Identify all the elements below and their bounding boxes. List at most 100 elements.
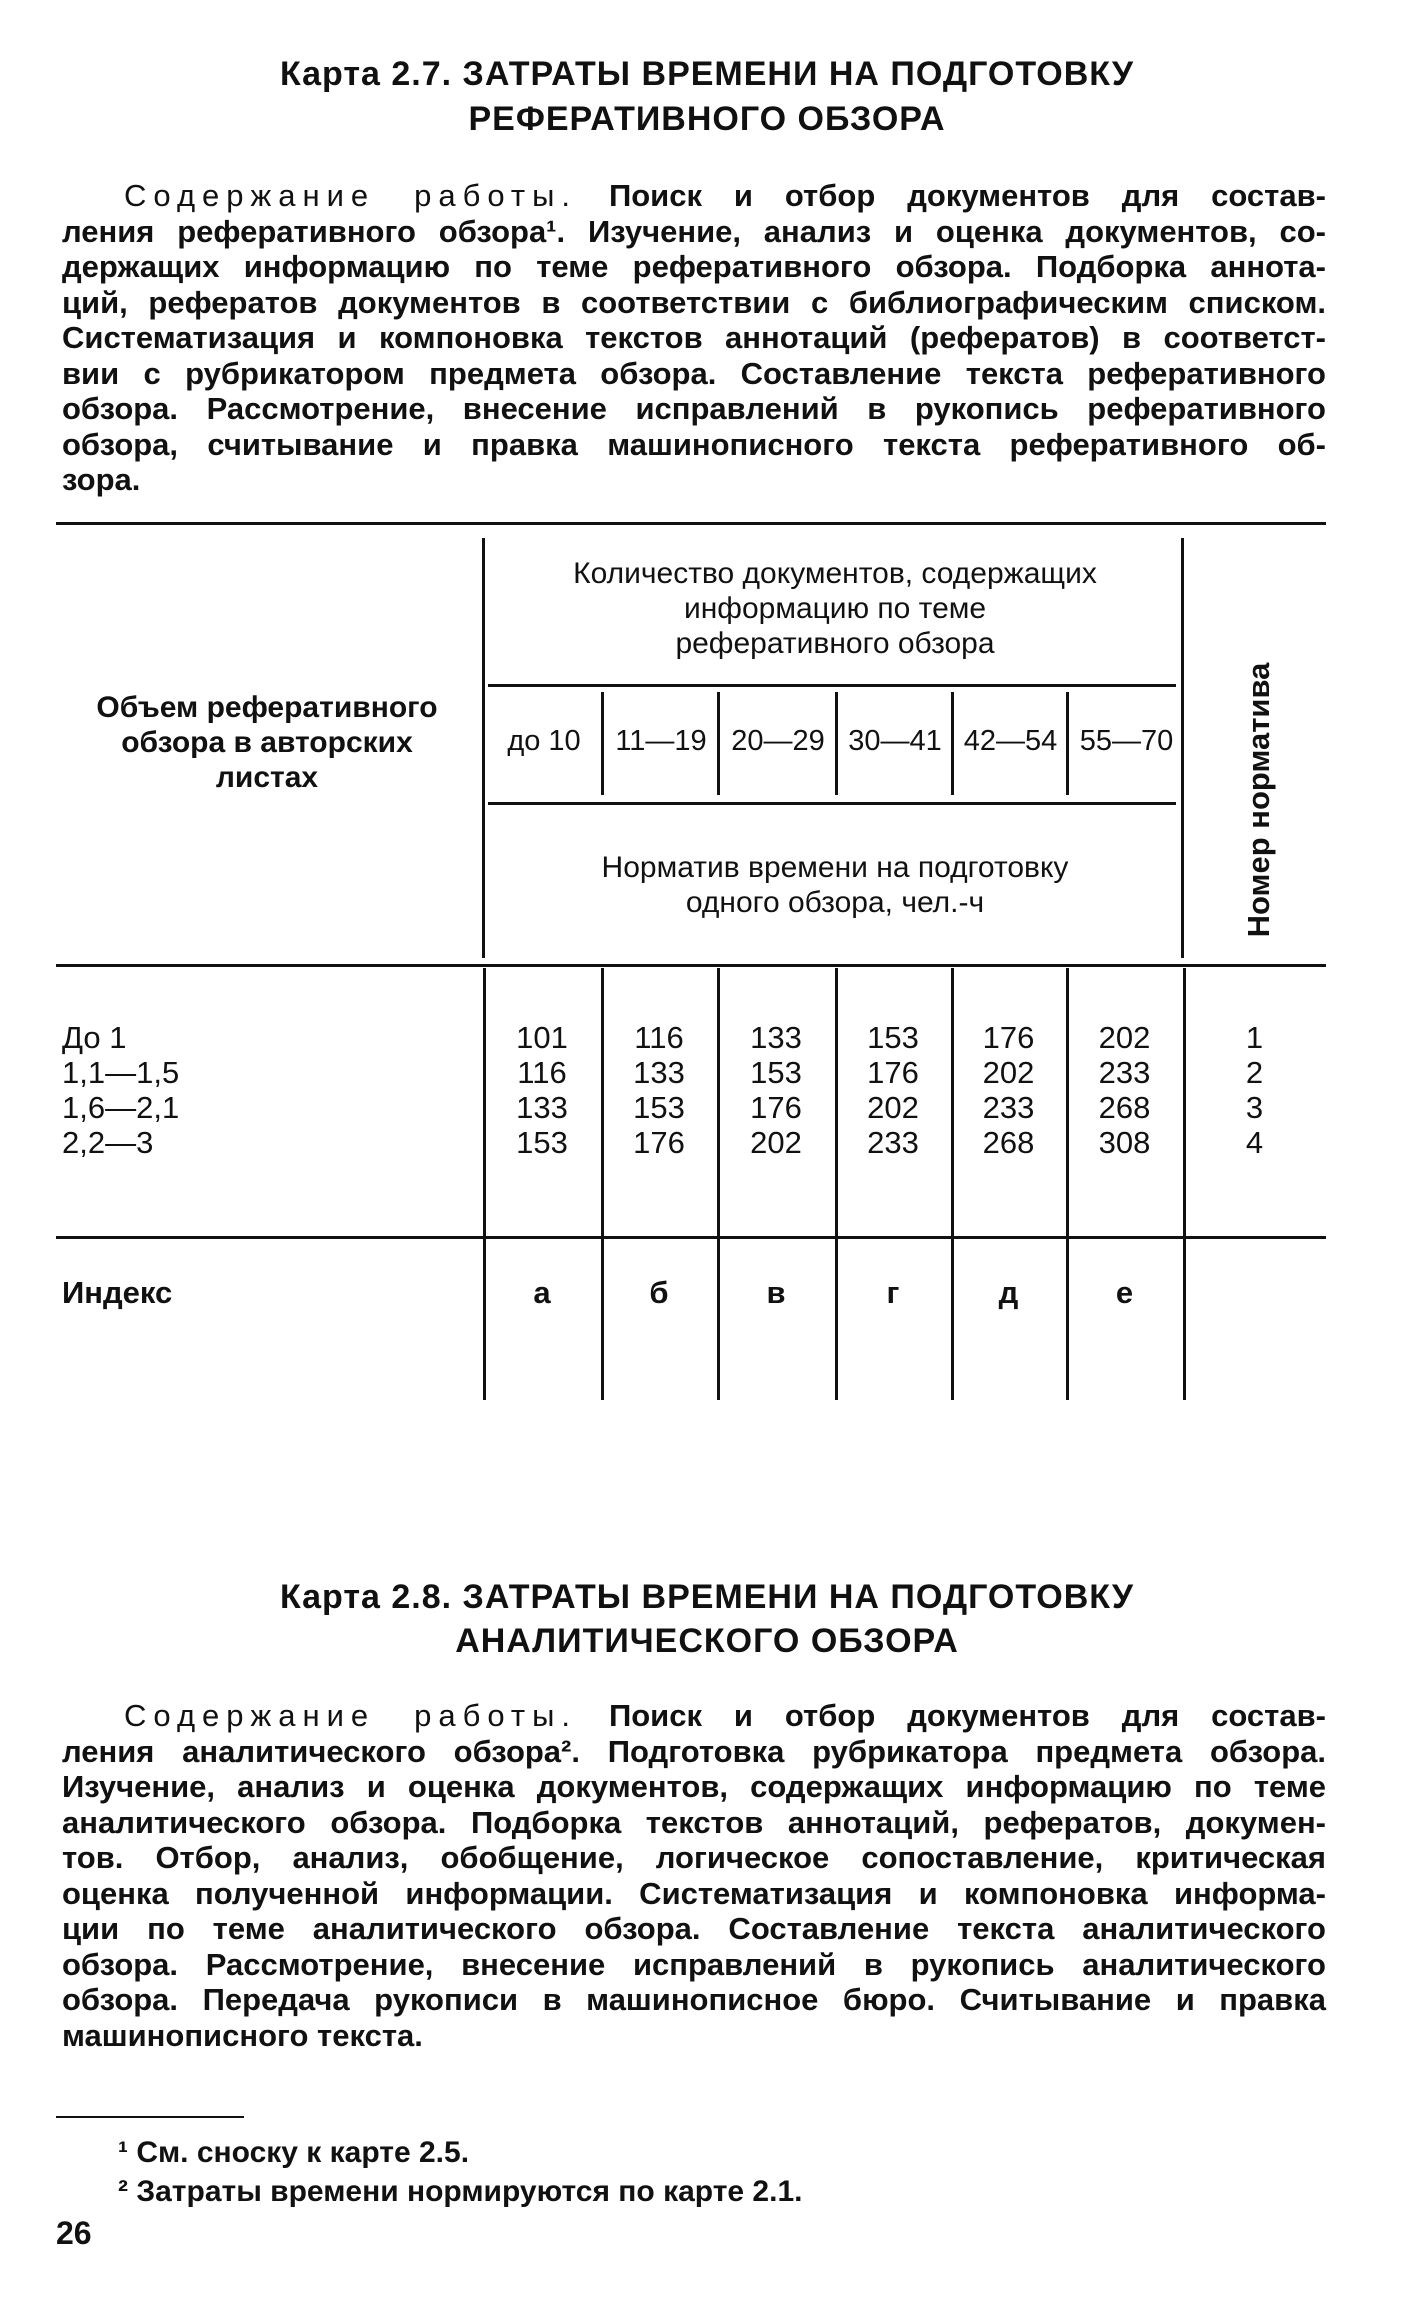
rule-line	[1181, 538, 1184, 958]
table-cell: 101	[516, 1020, 568, 1055]
table-cell: 176	[750, 1090, 802, 1125]
range-header: до 10	[507, 725, 581, 757]
table-cell: 308	[1098, 1125, 1151, 1160]
footnote-1: ¹ См. сноску к карте 2.5.	[118, 2136, 470, 2169]
row-header-line: обзора в авторских	[121, 726, 413, 759]
norm-number: 4	[1245, 1125, 1264, 1160]
content-line: ления реферативного обзора¹. Изучение, а…	[62, 213, 1326, 249]
row-header-line: листах	[215, 761, 319, 794]
row-header-line: Объем реферативного	[96, 691, 438, 724]
table-cell: 202	[750, 1125, 802, 1160]
norm-number: 1	[1245, 1020, 1264, 1055]
table-cell: 268	[982, 1125, 1035, 1160]
table-cell: 202	[1098, 1020, 1151, 1055]
index-cell: а	[533, 1275, 551, 1310]
card-2-7-title-line1: Карта 2.7. ЗАТРАТЫ ВРЕМЕНИ НА ПОДГОТОВКУ	[279, 55, 1135, 93]
norm-number: 2	[1245, 1055, 1264, 1090]
table-cell: 202	[982, 1055, 1035, 1090]
table-cell: 176	[867, 1055, 919, 1090]
number-header: Номер норматива	[1241, 662, 1276, 938]
index-cell: б	[649, 1275, 669, 1310]
norm-number: 3	[1245, 1090, 1264, 1125]
table-cell: 153	[516, 1125, 568, 1160]
card-2-8-title-line2: АНАЛИТИЧЕСКОГО ОБЗОРА	[455, 1622, 959, 1660]
norm-header-line: Норматив времени на подготовку	[601, 851, 1069, 884]
group-header-line: реферативного обзора	[675, 627, 995, 660]
content-text: Поиск и отбор документов для состав-	[608, 178, 1326, 213]
table-cell: 176	[982, 1020, 1035, 1055]
range-divider	[1066, 692, 1069, 795]
table-cell: 233	[982, 1090, 1035, 1125]
table-cell: 133	[516, 1090, 568, 1125]
row-header: Объем реферативного обзора в авторских л…	[62, 690, 472, 795]
table-cell: 153	[633, 1090, 685, 1125]
rule-line	[488, 684, 1176, 687]
column-line	[951, 968, 954, 1400]
index-cell: в	[766, 1275, 786, 1310]
table-cell: 116	[517, 1055, 567, 1090]
content-line: Систематизация и компоновка текстов анно…	[62, 320, 1326, 355]
row-label: 1,6—2,1	[62, 1090, 180, 1125]
index-cell: д	[998, 1275, 1019, 1310]
range-header: 55—70	[1079, 725, 1174, 757]
table-cell: 116	[634, 1020, 684, 1055]
content-line: Содержание работы. Поиск и отбор докумен…	[62, 178, 1326, 214]
content-line: оценка полученной информации. Систематиз…	[62, 1875, 1326, 1911]
range-header: 11—19	[615, 725, 707, 757]
content-line: ления аналитического обзора². Подготовка…	[62, 1733, 1326, 1769]
table-cell: 233	[867, 1125, 919, 1160]
column-line	[1066, 968, 1069, 1400]
range-divider	[835, 692, 838, 795]
table-cell: 268	[1098, 1090, 1151, 1125]
group-header: Количество документов, содержащих информ…	[490, 556, 1180, 661]
rule-line	[56, 1236, 1326, 1239]
column-line	[1183, 968, 1186, 1400]
content-line: машинописного текста.	[62, 2017, 423, 2053]
index-label: Индекс	[62, 1275, 173, 1310]
content-label: Содержание работы.	[124, 178, 577, 213]
range-divider	[601, 692, 604, 795]
column-line	[483, 968, 486, 1400]
footnote-2: ² Затраты времени нормируются по карте 2…	[118, 2175, 803, 2208]
card-2-7-content: Содержание работы. Поиск и отбор докумен…	[62, 178, 1326, 498]
range-divider	[951, 692, 954, 795]
table-cell: 202	[867, 1090, 919, 1125]
group-header-line: информацию по теме	[683, 592, 987, 625]
norm-header: Норматив времени на подготовку одного об…	[490, 850, 1180, 920]
range-header: 42—54	[963, 725, 1058, 757]
content-line: аналитического обзора. Подборка текстов …	[62, 1804, 1326, 1840]
range-header: 30—41	[848, 725, 942, 757]
column-line	[717, 968, 720, 1400]
index-cell: е	[1115, 1275, 1134, 1310]
content-line: Изучение, анализ и оценка документов, со…	[62, 1769, 1326, 1804]
content-line: зора.	[62, 462, 141, 497]
content-line: держащих информацию по теме реферативног…	[62, 249, 1326, 284]
row-label: 1,1—1,5	[62, 1055, 180, 1090]
rule-line	[482, 538, 485, 958]
column-line	[835, 968, 838, 1400]
index-cell: г	[886, 1275, 900, 1310]
footnote-rule	[56, 2116, 244, 2118]
group-header-line: Количество документов, содержащих	[573, 557, 1097, 590]
column-line	[601, 968, 604, 1400]
content-line: ции по теме аналитического обзора. Соста…	[62, 1911, 1326, 1946]
content-label: Содержание работы.	[124, 1698, 577, 1733]
rule-line	[56, 964, 1326, 967]
card-2-8-title-line1: Карта 2.8. ЗАТРАТЫ ВРЕМЕНИ НА ПОДГОТОВКУ	[279, 1578, 1135, 1616]
table-cell: 133	[750, 1020, 802, 1055]
card-2-8-content: Содержание работы. Поиск и отбор докумен…	[62, 1698, 1326, 2053]
content-line: ций, рефератов документов в соответствии…	[62, 284, 1326, 320]
table-cell: 153	[867, 1020, 919, 1055]
table-cell: 133	[633, 1055, 685, 1090]
range-divider	[717, 692, 720, 795]
content-text: Поиск и отбор документов для состав-	[608, 1698, 1326, 1733]
content-line: обзора. Рассмотрение, внесение исправлен…	[62, 391, 1326, 426]
table-cell: 176	[633, 1125, 685, 1160]
content-line: вии с рубрикатором предмета обзора. Сост…	[62, 355, 1326, 391]
table-cell: 233	[1098, 1055, 1151, 1090]
content-line: Содержание работы. Поиск и отбор докумен…	[62, 1698, 1326, 1734]
page-number: 26	[56, 2215, 92, 2251]
content-line: тов. Отбор, анализ, обобщение, логическо…	[62, 1840, 1326, 1875]
content-line: обзора. Передача рукописи в машинописное…	[62, 1982, 1326, 2017]
